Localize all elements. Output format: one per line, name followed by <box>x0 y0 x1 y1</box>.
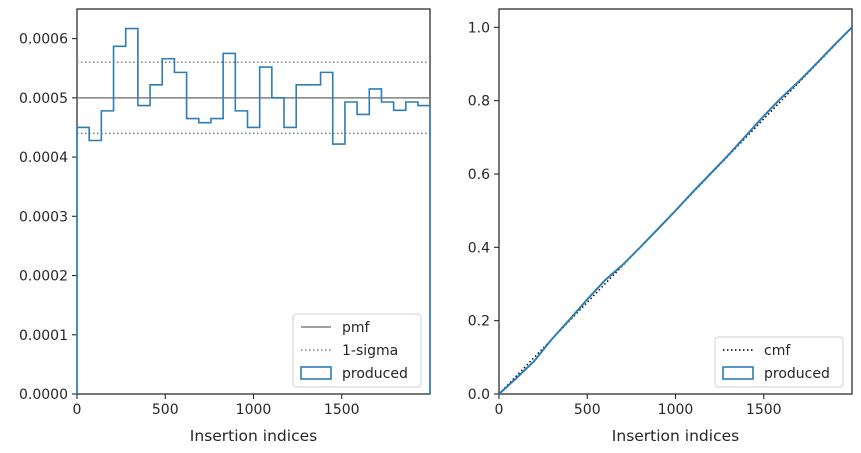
y-tick-label: 0.0001 <box>19 328 68 344</box>
y-tick-label: 0.0004 <box>19 150 68 166</box>
x-axis-label: Insertion indices <box>612 427 739 445</box>
x-tick-label: 500 <box>152 402 179 418</box>
histogram-panel: 0 500 1000 1500 0.0000 0.0001 0.0002 0.0003 0.00… <box>19 8 431 445</box>
legend-produced-swatch <box>722 366 754 380</box>
produced-histogram <box>76 27 431 394</box>
x-tick-label: 1500 <box>324 402 360 418</box>
x-tick-label: 1500 <box>746 402 782 418</box>
legend-label: produced <box>342 366 408 382</box>
legend-box <box>292 313 422 388</box>
y-tick-label: 0.0 <box>468 387 490 403</box>
y-tick-label: 0.4 <box>468 240 490 256</box>
legend-produced-swatch <box>300 366 332 380</box>
cumulative-panel: 0 500 1000 1500 0.0 0.2 0.4 0.6 0.8 1.0 Insertion … <box>468 8 853 445</box>
x-tick-label: 1000 <box>236 402 272 418</box>
plot-frame <box>498 8 853 395</box>
y-tick-label: 0.0005 <box>19 91 68 107</box>
y-tick-label: 0.0002 <box>19 269 68 285</box>
y-tick-label: 1.0 <box>468 20 490 36</box>
y-tick-label: 0.0006 <box>19 32 68 48</box>
legend-label: 1-sigma <box>342 343 398 359</box>
y-tick-label: 0.8 <box>468 94 490 110</box>
y-tick-label: 0.6 <box>468 167 490 183</box>
legend-label: pmf <box>342 320 371 336</box>
y-tick-label: 0.2 <box>468 314 490 330</box>
y-tick-label: 0.0003 <box>19 209 68 225</box>
x-tick-label: 0 <box>495 402 504 418</box>
x-tick-label: 500 <box>574 402 601 418</box>
y-tick-label: 0.0000 <box>19 387 68 403</box>
legend-label: cmf <box>764 343 791 359</box>
legend-label: produced <box>764 366 830 382</box>
x-axis-label: Insertion indices <box>190 427 317 445</box>
produced-line <box>498 26 853 395</box>
x-tick-label: 1000 <box>658 402 694 418</box>
x-tick-label: 0 <box>73 402 82 418</box>
